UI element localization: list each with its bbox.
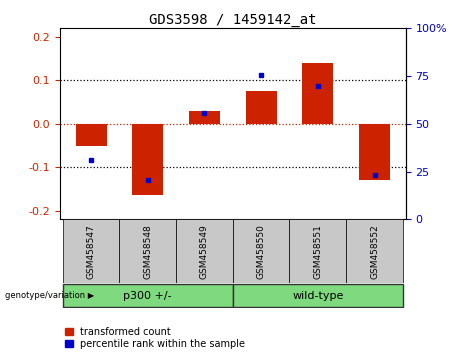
- Bar: [346, 219, 403, 283]
- Bar: [176, 219, 233, 283]
- Legend: transformed count, percentile rank within the sample: transformed count, percentile rank withi…: [65, 327, 245, 349]
- Bar: [189, 111, 220, 124]
- Bar: [233, 285, 403, 307]
- Title: GDS3598 / 1459142_at: GDS3598 / 1459142_at: [149, 13, 317, 27]
- Text: wild-type: wild-type: [292, 291, 343, 301]
- Bar: [63, 285, 233, 307]
- Text: GSM458551: GSM458551: [313, 224, 322, 279]
- Bar: [290, 219, 346, 283]
- Text: GSM458547: GSM458547: [87, 224, 95, 279]
- Bar: [132, 124, 163, 195]
- Text: GSM458548: GSM458548: [143, 224, 152, 279]
- Bar: [302, 63, 333, 124]
- Text: GSM458550: GSM458550: [257, 224, 266, 279]
- Bar: [76, 124, 106, 145]
- Bar: [233, 219, 290, 283]
- Text: GSM458549: GSM458549: [200, 224, 209, 279]
- Text: GSM458552: GSM458552: [370, 224, 379, 279]
- Bar: [246, 91, 277, 124]
- Bar: [119, 219, 176, 283]
- Bar: [63, 219, 119, 283]
- Bar: [359, 124, 390, 181]
- Text: p300 +/-: p300 +/-: [124, 291, 172, 301]
- Text: genotype/variation ▶: genotype/variation ▶: [5, 291, 94, 300]
